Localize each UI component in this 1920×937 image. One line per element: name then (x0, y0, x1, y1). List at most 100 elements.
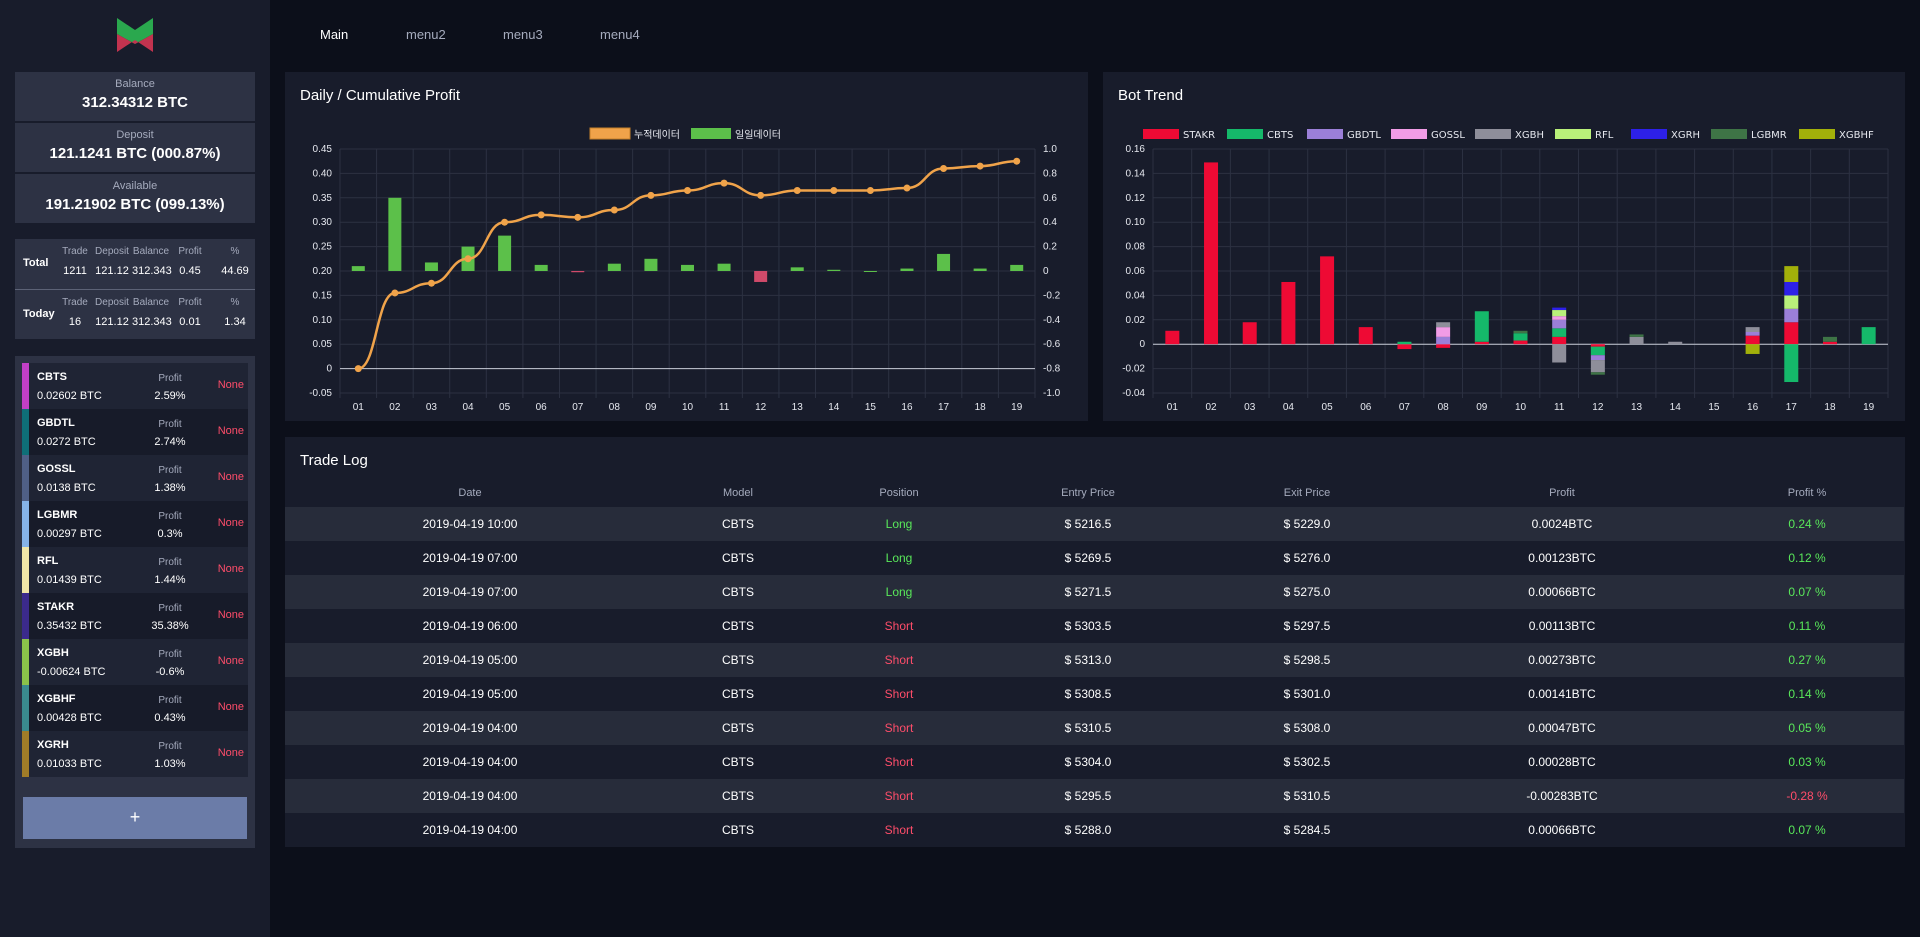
bot-item[interactable]: CBTS 0.02602 BTC Profit 2.59% None (22, 363, 248, 409)
bot-trend-bar-stakr (1397, 344, 1412, 350)
bot-trend-bar-cbts (1784, 344, 1799, 383)
legend-label: XGRH (1671, 130, 1700, 141)
logo-icon[interactable] (115, 16, 155, 54)
trade-log-cell-profit: 0.00066BTC (1528, 585, 1596, 599)
trade-log-header-cell[interactable]: Position (879, 487, 919, 499)
trade-log-cell-exit: $ 5297.5 (1283, 619, 1331, 633)
bot-trend-bar-stakr (1436, 344, 1451, 348)
daily-profit-bar (498, 235, 512, 271)
x-tick-label: 03 (426, 402, 438, 413)
bot-trend-bar-rfl (1784, 295, 1799, 309)
y-tick-label: 0.25 (313, 242, 333, 253)
trade-log-cell-date: 2019-04-19 05:00 (422, 653, 518, 667)
table-row[interactable]: 2019-04-19 06:00 CBTS Short $ 5303.5 $ 5297.… (285, 609, 1904, 643)
trade-log-cell-pct: -0.28 % (1786, 789, 1828, 803)
table-row[interactable]: 2019-04-19 04:00 CBTS Short $ 5295.5 $ 5310.… (285, 779, 1904, 813)
y2-tick-label: 0.4 (1043, 217, 1057, 228)
bot-status[interactable]: None (217, 655, 244, 667)
tab-menu2[interactable]: menu2 (406, 27, 446, 42)
bot-status[interactable]: None (217, 747, 244, 759)
tab-main[interactable]: Main (320, 27, 349, 42)
table-row[interactable]: 2019-04-19 04:00 CBTS Short $ 5304.0 $ 5302.… (285, 745, 1904, 779)
bot-trend-bar-lgbmr (1629, 334, 1644, 337)
bot-name: STAKR (37, 601, 75, 613)
trade-log-cell-profit: 0.00028BTC (1528, 755, 1596, 769)
add-bot-button[interactable]: + (23, 797, 247, 839)
trade-log-header-cell[interactable]: Date (458, 487, 482, 499)
bot-trend-bar-stakr (1822, 341, 1837, 345)
x-tick-label: 06 (1360, 402, 1372, 413)
bot-item[interactable]: RFL 0.01439 BTC Profit 1.44% None (22, 547, 248, 593)
bot-item[interactable]: LGBMR 0.00297 BTC Profit 0.3% None (22, 501, 248, 547)
daily-profit-bar (863, 271, 877, 272)
trade-log-panel: Trade Log Date Model Position Entry Price Ex… (285, 437, 1905, 847)
trade-log-cell-exit: $ 5229.0 (1283, 517, 1331, 531)
bot-item[interactable]: GBDTL 0.0272 BTC Profit 2.74% None (22, 409, 248, 455)
bot-status[interactable]: None (217, 517, 244, 529)
trade-log-cell-entry: $ 5295.5 (1064, 789, 1112, 803)
trade-log-cell-position: Short (884, 687, 914, 701)
table-row[interactable]: 2019-04-19 05:00 CBTS Short $ 5313.0 $ 5298.… (285, 643, 1904, 677)
trade-log-header-cell[interactable]: Model (723, 487, 753, 499)
trade-log-header-cell[interactable]: Exit Price (1283, 487, 1331, 499)
bot-status[interactable]: None (217, 701, 244, 713)
table-row[interactable]: 2019-04-19 04:00 CBTS Short $ 5310.5 $ 5308.… (285, 711, 1904, 745)
deposit-box: Deposit 121.1241 BTC (000.87%) (15, 123, 255, 172)
trade-log-cell-position: Short (884, 619, 914, 633)
bot-name: XGBH (37, 647, 69, 659)
bot-profit: -0.6% (155, 666, 185, 678)
x-tick-label: 17 (938, 402, 950, 413)
trade-log-cell-exit: $ 5276.0 (1283, 551, 1331, 565)
bot-name: GBDTL (37, 417, 75, 429)
tab-menu4[interactable]: menu4 (600, 27, 640, 42)
stat-value: 1.34 (224, 316, 246, 328)
cumulative-profit-point (354, 365, 362, 373)
bot-status[interactable]: None (217, 563, 244, 575)
trade-log-cell-position: Long (885, 517, 913, 531)
tab-menu3[interactable]: menu3 (503, 27, 543, 42)
bot-trend-bar-stakr (1552, 336, 1567, 345)
bot-item[interactable]: STAKR 0.35432 BTC Profit 35.38% None (22, 593, 248, 639)
trade-log-header-cell[interactable]: Profit % (1787, 487, 1827, 499)
table-row[interactable]: 2019-04-19 10:00 CBTS Long $ 5216.5 $ 5229.0… (285, 507, 1904, 541)
y-tick-label: 0.10 (1126, 217, 1146, 228)
trade-log-header-cell[interactable]: Entry Price (1061, 487, 1115, 499)
trade-log-cell-exit: $ 5284.5 (1283, 823, 1331, 837)
y2-tick-label: -0.4 (1043, 315, 1061, 326)
bot-status[interactable]: None (217, 425, 244, 437)
bot-status[interactable]: None (217, 609, 244, 621)
bot-trend-bar-lgbmr (1822, 336, 1837, 342)
bot-list: CBTS 0.02602 BTC Profit 2.59% None GBDTL 0.027… (15, 356, 255, 848)
bot-item[interactable]: GOSSL 0.0138 BTC Profit 1.38% None (22, 455, 248, 501)
legend-swatch (1307, 129, 1343, 139)
bot-trend-bar-stakr (1745, 335, 1760, 345)
cumulative-profit-point (757, 191, 765, 199)
daily-profit-bar (900, 268, 914, 271)
table-row[interactable]: 2019-04-19 07:00 CBTS Long $ 5271.5 $ 5275.0… (285, 575, 1904, 609)
trade-log-cell-exit: $ 5275.0 (1283, 585, 1331, 599)
y-tick-label: 0 (1139, 339, 1145, 350)
daily-profit-bar (973, 268, 987, 271)
daily-profit-bar (790, 267, 804, 271)
table-row[interactable]: 2019-04-19 04:00 CBTS Short $ 5288.0 $ 5284.… (285, 813, 1904, 847)
trade-log-cell-date: 2019-04-19 07:00 (422, 551, 518, 565)
stat-header: Trade (62, 246, 88, 257)
bot-item[interactable]: XGRH 0.01033 BTC Profit 1.03% None (22, 731, 248, 777)
bot-status[interactable]: None (217, 379, 244, 391)
bot-profit-label: Profit (158, 511, 182, 522)
available-value: 191.21902 BTC (099.13%) (45, 196, 225, 213)
bot-value: 0.01033 BTC (37, 758, 102, 770)
bot-item[interactable]: XGBHF 0.00428 BTC Profit 0.43% None (22, 685, 248, 731)
trade-log-cell-position: Long (885, 585, 913, 599)
bot-status[interactable]: None (217, 471, 244, 483)
x-tick-label: 16 (901, 402, 913, 413)
bot-color-bar (22, 731, 29, 777)
stats-box: Total Trade 1211 Deposit 121.12 Balance 312… (15, 239, 255, 339)
table-row[interactable]: 2019-04-19 05:00 CBTS Short $ 5308.5 $ 5301.… (285, 677, 1904, 711)
y-tick-label: 0.20 (313, 266, 333, 277)
bot-profit-label: Profit (158, 465, 182, 476)
bot-item[interactable]: XGBH -0.00624 BTC Profit -0.6% None (22, 639, 248, 685)
x-tick-label: 11 (719, 402, 730, 413)
trade-log-header-cell[interactable]: Profit (1549, 487, 1575, 499)
table-row[interactable]: 2019-04-19 07:00 CBTS Long $ 5269.5 $ 5276.0… (285, 541, 1904, 575)
